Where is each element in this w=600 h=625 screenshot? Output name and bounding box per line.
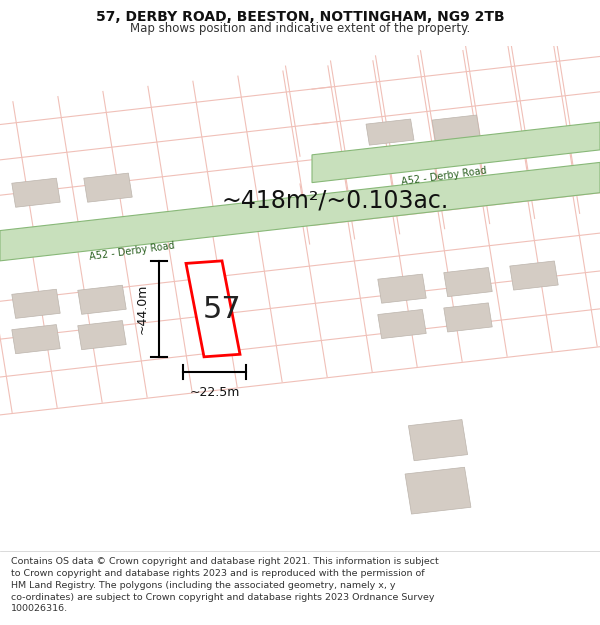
Polygon shape [510, 261, 558, 290]
Text: A52 - Derby Road: A52 - Derby Road [401, 166, 487, 188]
Polygon shape [405, 468, 471, 514]
Polygon shape [312, 122, 600, 182]
Polygon shape [444, 268, 492, 297]
Polygon shape [444, 303, 492, 332]
Polygon shape [366, 119, 414, 145]
Polygon shape [78, 285, 126, 314]
Polygon shape [78, 321, 126, 349]
Polygon shape [12, 289, 60, 318]
Polygon shape [12, 324, 60, 354]
Polygon shape [84, 173, 132, 203]
Text: A52 - Derby Road: A52 - Derby Road [89, 241, 175, 262]
Polygon shape [186, 261, 240, 357]
Text: Contains OS data © Crown copyright and database right 2021. This information is : Contains OS data © Crown copyright and d… [11, 557, 439, 613]
Polygon shape [432, 115, 480, 141]
Text: ~418m²/~0.103ac.: ~418m²/~0.103ac. [222, 188, 449, 213]
Text: 57: 57 [203, 296, 241, 324]
Polygon shape [378, 274, 426, 303]
Text: ~22.5m: ~22.5m [190, 386, 239, 399]
Polygon shape [12, 178, 60, 208]
Polygon shape [366, 151, 414, 174]
Text: Map shows position and indicative extent of the property.: Map shows position and indicative extent… [130, 22, 470, 34]
Polygon shape [0, 162, 600, 261]
Polygon shape [378, 309, 426, 339]
Polygon shape [409, 419, 467, 461]
Text: ~44.0m: ~44.0m [135, 284, 148, 334]
Text: 57, DERBY ROAD, BEESTON, NOTTINGHAM, NG9 2TB: 57, DERBY ROAD, BEESTON, NOTTINGHAM, NG9… [95, 10, 505, 24]
